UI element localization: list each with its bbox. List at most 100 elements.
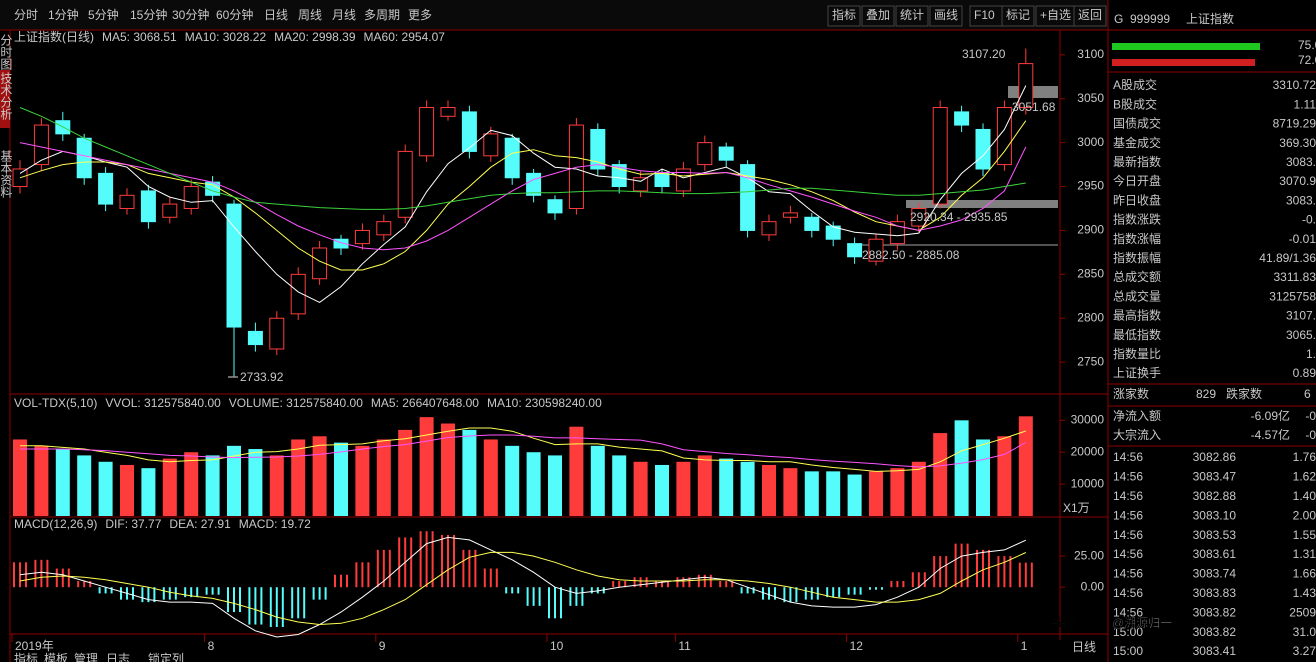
period-tab[interactable]: 更多 — [408, 8, 432, 22]
footer-period[interactable]: 日线 — [1072, 640, 1096, 654]
tick-time: 14:56 — [1113, 508, 1143, 522]
candle-body — [1018, 63, 1034, 109]
x-tick-label: 10 — [550, 639, 564, 653]
candle-body — [461, 111, 477, 152]
side-tab[interactable]: 基本资料 — [0, 150, 13, 198]
tool-label[interactable]: 指标 — [832, 7, 856, 22]
period-tab[interactable]: 多周期 — [364, 8, 400, 22]
tool-label[interactable]: 标记 — [1006, 8, 1030, 22]
price-annotation: 2733.92 — [240, 370, 284, 384]
candle-body — [247, 330, 263, 346]
volume-bar — [869, 471, 883, 516]
volume-bar — [526, 452, 541, 516]
volume-bar — [120, 464, 134, 516]
tool-label[interactable]: 返回 — [1078, 8, 1102, 22]
tick-time: 14:56 — [1113, 605, 1143, 619]
toolbar-bg — [0, 0, 1108, 30]
side-tab[interactable]: 技术分析 — [0, 72, 13, 121]
tool-button[interactable] — [861, 5, 895, 27]
candle-body — [526, 172, 542, 196]
side-tab[interactable]: 分时图 — [0, 34, 13, 70]
volume-bar — [826, 471, 841, 516]
stat-label: 国债成交 — [1113, 116, 1161, 131]
candle-body — [140, 190, 156, 223]
footer-tab[interactable]: 模板 — [44, 652, 68, 662]
tool-label[interactable]: 画线 — [934, 8, 958, 22]
volume-bar — [997, 436, 1012, 516]
period-tab[interactable]: 1分钟 — [48, 7, 79, 22]
tool-label[interactable]: +自选 — [1040, 8, 1071, 22]
tool-label[interactable]: F10 — [974, 8, 995, 22]
tool-label[interactable]: 统计 — [900, 8, 924, 22]
strength-bar — [1112, 59, 1255, 66]
candle-body — [633, 177, 649, 192]
tool-label[interactable]: 叠加 — [866, 8, 890, 22]
x-tick-label: 12 — [850, 639, 864, 653]
y-tick-label: 30000 — [1071, 412, 1105, 426]
stat-value: -0.01 — [1289, 232, 1316, 246]
stat-label: 总成交额 — [1113, 269, 1161, 284]
tool-button[interactable] — [1073, 5, 1107, 27]
tool-button[interactable] — [827, 5, 861, 27]
tick-time: 14:56 — [1113, 567, 1143, 581]
stat-value: 8719.29 — [1273, 117, 1316, 131]
tick-price: 3083.53 — [1193, 528, 1237, 542]
x-tick-label: 8 — [208, 639, 215, 653]
tick-price: 3083.41 — [1193, 644, 1237, 658]
candle-body — [932, 107, 948, 205]
volume-bar — [890, 468, 905, 516]
period-tab[interactable]: 15分钟 — [130, 7, 167, 22]
footer-tab[interactable]: 指标 — [14, 651, 38, 662]
tick-volume: 1.76 — [1293, 450, 1316, 464]
breadth-value: 829 — [1196, 387, 1216, 401]
volume-bar — [697, 455, 712, 516]
candle-body — [269, 317, 285, 350]
period-tab[interactable]: 月线 — [332, 8, 356, 22]
candle-body — [333, 238, 349, 249]
footer-tab[interactable]: 日志 — [106, 652, 130, 662]
candle-body — [33, 124, 49, 166]
tick-time: 15:00 — [1113, 625, 1143, 639]
volume-bar — [13, 439, 27, 516]
volume-bar — [633, 461, 648, 516]
candle-body — [654, 172, 670, 188]
period-tab[interactable]: 60分钟 — [216, 7, 253, 22]
volume-bar — [783, 468, 798, 516]
footer-tab[interactable]: 锁定列 — [148, 651, 184, 662]
range-box — [906, 200, 1058, 208]
volume-bar — [933, 433, 948, 516]
period-tab[interactable]: 分时 — [14, 8, 38, 22]
flow-extra: -0 — [1305, 409, 1316, 423]
period-tab[interactable]: 5分钟 — [88, 7, 119, 22]
volume-bar — [34, 445, 49, 516]
candle-body — [290, 273, 306, 315]
footer-tab[interactable]: 管理 — [74, 651, 98, 662]
volume-bar — [248, 449, 263, 516]
tool-button[interactable] — [929, 5, 963, 27]
candle-body — [354, 229, 370, 245]
price-annotation: 2882.50 - 2885.08 — [862, 248, 960, 262]
period-tab[interactable]: 日线 — [264, 8, 288, 22]
tool-button[interactable] — [1001, 5, 1035, 27]
volume-bar — [398, 429, 413, 516]
x-tick-label: 2019年 — [15, 639, 54, 653]
flow-value: -4.57亿 — [1251, 427, 1290, 442]
strength-value: 75.0 — [1298, 38, 1316, 52]
volume-bar — [740, 461, 755, 516]
legend-entry: MA10: 230598240.00 — [487, 396, 602, 410]
tick-volume: 1.62 — [1293, 470, 1316, 484]
stat-value: 3065. — [1286, 328, 1316, 342]
period-tab[interactable]: 周线 — [298, 8, 322, 22]
period-tab[interactable]: 30分钟 — [172, 7, 209, 22]
volume-bar — [227, 445, 241, 516]
volume-bar — [334, 442, 348, 516]
stat-label: 指数涨幅 — [1113, 231, 1161, 246]
stat-label: B股成交 — [1113, 96, 1157, 111]
candle-body — [76, 137, 92, 179]
tick-price: 3083.74 — [1193, 567, 1237, 581]
volume-bar — [312, 436, 327, 516]
tick-time: 14:56 — [1113, 586, 1143, 600]
stat-label: 指数振幅 — [1113, 250, 1161, 265]
tool-button[interactable] — [895, 5, 929, 27]
